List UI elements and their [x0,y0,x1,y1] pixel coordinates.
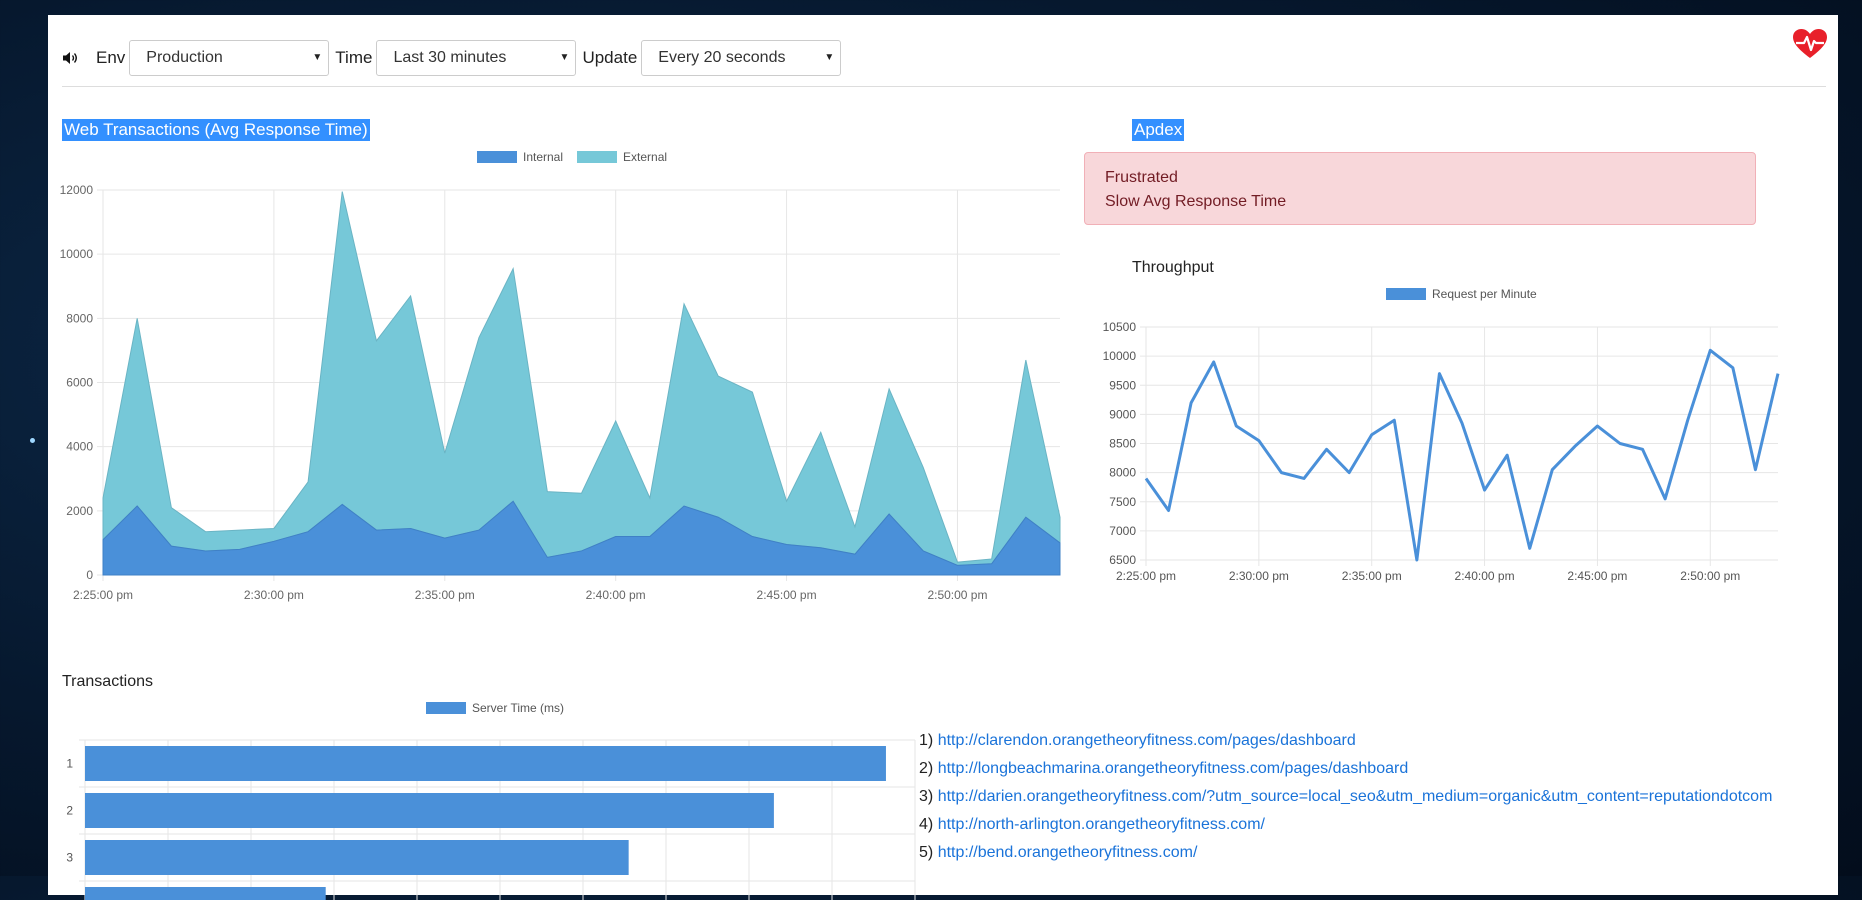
update-label: Update [582,48,637,68]
throughput-legend: Request per Minute [1386,287,1537,301]
y-tick-label: 2 [66,804,73,818]
y-tick-label: 0 [86,568,93,582]
y-tick-label: 9000 [1109,407,1136,421]
transactions-chart: 1234 [48,720,928,900]
legend-swatch-server-time [426,702,466,714]
y-tick-label: 1 [66,757,73,771]
x-tick-label: 2:35:00 pm [415,588,475,602]
x-tick-label: 2:25:00 pm [73,588,133,602]
list-item: 1) http://clarendon.orangetheoryfitness.… [919,727,1772,755]
transaction-link[interactable]: http://bend.orangetheoryfitness.com/ [938,844,1198,861]
web-transactions-title: Web Transactions (Avg Response Time) [62,119,370,141]
toolbar: Env Production ▼ Time Last 30 minutes ▼ … [48,37,1838,79]
y-tick-label: 8000 [1109,466,1136,480]
y-tick-label: 3 [66,851,73,865]
y-tick-label: 8500 [1109,437,1136,451]
link-index: 3) [919,788,933,805]
bar [85,887,326,900]
web-transactions-chart: 0 2000 4000 6000 8000 10000 12000 2:25:00 pm 2:3… [48,165,1068,685]
x-tick-label: 2:40:00 pm [586,588,646,602]
speaker-icon[interactable] [62,50,78,66]
x-tick-label: 2:35:00 pm [1342,569,1402,583]
legend-label-external: External [623,150,667,164]
series-area-external [103,192,1060,566]
y-tick-label: 8000 [66,311,93,325]
list-item: 4) http://north-arlington.orangetheoryfi… [919,811,1772,839]
list-item: 2) http://longbeachmarina.orangetheoryfi… [919,755,1772,783]
apdex-status: Frustrated [1105,166,1735,190]
x-tick-label: 2:50:00 pm [927,588,987,602]
apdex-message: Slow Avg Response Time [1105,190,1735,214]
chevron-down-icon: ▼ [312,52,322,63]
x-tick-label: 2:45:00 pm [757,588,817,602]
time-select-value: Last 30 minutes [393,49,506,67]
list-item: 5) http://bend.orangetheoryfitness.com/ [919,839,1772,867]
env-select[interactable]: Production ▼ [129,40,329,76]
env-label: Env [96,48,125,68]
heart-pulse-icon[interactable] [1792,28,1828,60]
legend-label-internal: Internal [523,150,563,164]
bar [85,840,629,875]
throughput-chart: 6500 7000 7500 8000 8500 9000 9500 10000 10500 2:… [1088,305,1828,635]
bar [85,746,886,781]
dashboard-panel: Env Production ▼ Time Last 30 minutes ▼ … [48,15,1838,895]
time-select[interactable]: Last 30 minutes ▼ [376,40,576,76]
y-tick-label: 10500 [1103,320,1137,334]
legend-label-server-time: Server Time (ms) [472,701,564,715]
chevron-down-icon: ▼ [560,52,570,63]
y-tick-label: 6000 [66,376,93,390]
link-index: 4) [919,816,933,833]
transactions-links: 1) http://clarendon.orangetheoryfitness.… [919,727,1772,867]
y-tick-label: 6500 [1109,553,1136,567]
series-line-requests [1146,350,1778,560]
transactions-title: Transactions [62,673,153,691]
toolbar-divider [62,86,1826,87]
legend-swatch-external [577,151,617,163]
throughput-title: Throughput [1132,259,1214,277]
y-tick-label: 7000 [1109,524,1136,538]
transaction-link[interactable]: http://darien.orangetheoryfitness.com/?u… [938,788,1773,805]
y-tick-label: 7500 [1109,495,1136,509]
update-select[interactable]: Every 20 seconds ▼ [641,40,841,76]
link-index: 1) [919,732,933,749]
link-index: 5) [919,844,933,861]
time-label: Time [335,48,372,68]
x-tick-label: 2:45:00 pm [1567,569,1627,583]
x-tick-label: 2:40:00 pm [1455,569,1515,583]
x-tick-label: 2:30:00 pm [244,588,304,602]
x-tick-label: 2:25:00 pm [1116,569,1176,583]
chevron-down-icon: ▼ [824,52,834,63]
background-star [30,438,35,443]
legend-label-requests: Request per Minute [1432,287,1537,301]
update-select-value: Every 20 seconds [658,49,785,67]
transactions-legend: Server Time (ms) [426,701,564,715]
bar [85,793,774,828]
transaction-link[interactable]: http://longbeachmarina.orangetheoryfitne… [938,760,1409,777]
transaction-link[interactable]: http://north-arlington.orangetheoryfitne… [938,816,1265,833]
y-tick-label: 9500 [1109,378,1136,392]
y-tick-label: 12000 [60,183,94,197]
legend-swatch-internal [477,151,517,163]
apdex-alert: Frustrated Slow Avg Response Time [1084,152,1756,225]
y-tick-label: 2000 [66,504,93,518]
link-index: 2) [919,760,933,777]
x-tick-label: 2:50:00 pm [1680,569,1740,583]
apdex-title: Apdex [1132,119,1184,141]
list-item: 3) http://darien.orangetheoryfitness.com… [919,783,1772,811]
y-tick-label: 10000 [60,247,94,261]
y-tick-label: 10000 [1103,349,1137,363]
transaction-link[interactable]: http://clarendon.orangetheoryfitness.com… [938,732,1356,749]
x-tick-label: 2:30:00 pm [1229,569,1289,583]
y-tick-label: 4000 [66,440,93,454]
web-transactions-legend: Internal External [477,150,667,164]
legend-swatch-requests [1386,288,1426,300]
env-select-value: Production [146,49,223,67]
